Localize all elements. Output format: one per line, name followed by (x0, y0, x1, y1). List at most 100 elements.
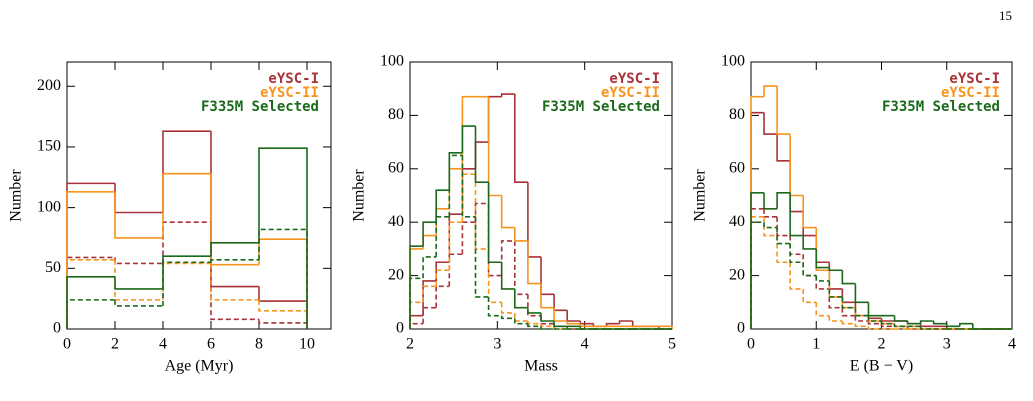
histogram-step (162, 262, 211, 300)
y-tick-label: 0 (53, 320, 61, 337)
y-tick-label: 80 (729, 106, 745, 123)
histogram-step (919, 326, 934, 330)
histogram-step (789, 243, 804, 264)
histogram-step (448, 154, 463, 217)
x-tick-label: 10 (299, 336, 315, 353)
histogram-step (527, 182, 541, 258)
histogram-step (540, 283, 555, 309)
histogram-step (487, 95, 502, 143)
histogram-step (66, 182, 115, 329)
histogram-step (474, 141, 489, 169)
histogram-step (409, 277, 424, 329)
histogram-step (162, 221, 211, 264)
histogram-step (579, 326, 594, 330)
histogram-step (435, 261, 450, 281)
x-axis-label: E (B − V) (850, 358, 913, 375)
x-tick-label: 3 (943, 336, 951, 353)
histogram-step (258, 238, 308, 329)
histogram-step (114, 191, 163, 239)
histogram-step (579, 320, 594, 325)
x-tick-label: 8 (255, 336, 263, 353)
histogram-step (527, 320, 541, 325)
legend-entry: eYSC-I (609, 71, 660, 87)
x-tick-label: 2 (878, 336, 886, 353)
histogram-step (487, 203, 502, 277)
legend-entry: F335M Selected (882, 99, 1000, 115)
histogram-step (210, 173, 259, 266)
histogram-step (514, 312, 528, 322)
x-tick-label: 3 (493, 336, 501, 353)
histogram-step (540, 256, 555, 296)
histogram-step (828, 262, 843, 290)
histogram-step (776, 227, 791, 245)
histogram-step (828, 267, 843, 272)
page-number: 15 (999, 8, 1012, 23)
histogram-step (114, 257, 163, 265)
histogram-step (618, 320, 633, 324)
histogram-step (448, 151, 463, 191)
histogram-step (658, 325, 673, 329)
histogram-step (906, 320, 921, 325)
histogram-step (514, 227, 528, 242)
histogram-step (162, 130, 211, 213)
legend-entry: eYSC-II (601, 85, 660, 101)
histogram-step (867, 320, 882, 325)
histogram-step (802, 235, 817, 250)
x-axis-label: Mass (524, 358, 558, 375)
histogram-step (802, 195, 817, 229)
histogram-step (210, 242, 259, 257)
legend-entry: F335M Selected (201, 99, 319, 115)
histogram-step (893, 323, 908, 328)
histogram-step (461, 125, 476, 153)
histogram-step (880, 320, 895, 325)
histogram-step (750, 111, 765, 329)
histogram-step (776, 216, 791, 237)
histogram-step (789, 262, 804, 290)
x-tick-label: 0 (63, 336, 71, 353)
histogram-step (867, 302, 882, 317)
histogram-step (474, 174, 489, 250)
histogram-step (527, 307, 541, 314)
histogram-step (972, 323, 986, 330)
y-tick-label: 40 (388, 213, 404, 230)
histogram-step (461, 221, 476, 255)
y-tick-label: 80 (388, 106, 404, 123)
histogram-step (750, 208, 765, 329)
histogram-step (210, 222, 259, 321)
histogram-step (409, 314, 424, 329)
histogram-step (776, 86, 791, 135)
histogram-step (566, 310, 581, 322)
histogram-step (880, 318, 895, 322)
histogram-step (540, 312, 555, 322)
histogram-step (750, 216, 765, 329)
y-tick-label: 20 (729, 266, 745, 283)
histogram-step (514, 240, 528, 296)
y-axis-label: Number (8, 169, 25, 222)
histogram-step (750, 192, 765, 329)
histogram-step (448, 213, 463, 263)
x-tick-label: 2 (111, 336, 119, 353)
histogram-step (258, 228, 308, 329)
histogram-step (789, 192, 804, 237)
histogram-step (210, 131, 259, 288)
y-tick-label: 20 (388, 266, 404, 283)
histogram-step (828, 315, 843, 322)
y-tick-label: 0 (396, 320, 404, 337)
histogram-step (422, 256, 437, 279)
y-tick-label: 60 (388, 159, 404, 176)
histogram-step (789, 134, 804, 197)
histogram-step (815, 302, 830, 317)
histogram-step (514, 288, 528, 309)
histogram-step (487, 182, 502, 264)
histogram-step (841, 320, 856, 325)
histogram-step (841, 270, 856, 285)
histogram-step (815, 275, 830, 282)
histogram-step (854, 307, 869, 317)
histogram-step (815, 248, 830, 269)
histogram-step (409, 322, 424, 329)
histogram-step (422, 221, 437, 247)
histogram-step (210, 259, 259, 263)
histogram-step (514, 94, 528, 183)
histogram-step (422, 285, 437, 303)
